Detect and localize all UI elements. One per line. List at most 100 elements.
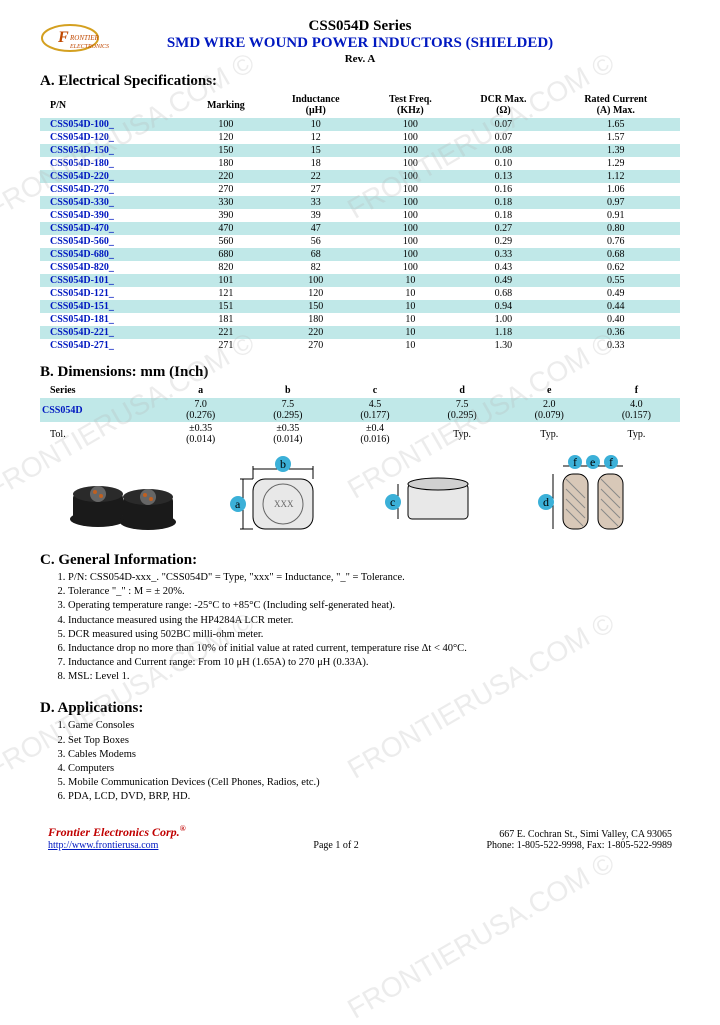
spec-cell: 100 — [365, 222, 455, 235]
spec-col-header: P/N — [40, 92, 186, 118]
section-a-title: A. Electrical Specifications: — [40, 73, 680, 90]
spec-row: CSS054D-220_220221000.131.12 — [40, 170, 680, 183]
svg-text:ELECTRONICS: ELECTRONICS — [69, 44, 109, 50]
spec-cell: 150 — [186, 144, 266, 157]
spec-row: CSS054D-270_270271000.161.06 — [40, 183, 680, 196]
spec-cell: 270 — [266, 339, 365, 352]
spec-cell: 100 — [365, 196, 455, 209]
spec-cell: CSS054D-121_ — [40, 287, 186, 300]
spec-cell: 0.33 — [455, 248, 551, 261]
dim-cell: 7.5(0.295) — [244, 398, 331, 422]
section-b-title: B. Dimensions: mm (Inch) — [40, 364, 680, 381]
spec-col-header: Test Freq.(KHz) — [365, 92, 455, 118]
spec-cell: 470 — [186, 222, 266, 235]
application-item: Computers — [68, 762, 680, 776]
company-logo: F RONTIER ELECTRONICS — [40, 18, 150, 63]
spec-row: CSS054D-390_390391000.180.91 — [40, 209, 680, 222]
spec-row: CSS054D-121_121120100.680.49 — [40, 287, 680, 300]
spec-cell: 1.65 — [552, 118, 680, 131]
spec-row: CSS054D-101_101100100.490.55 — [40, 274, 680, 287]
info-item: Inductance drop no more than 10% of init… — [68, 642, 680, 656]
spec-cell: 100 — [365, 235, 455, 248]
spec-cell: 27 — [266, 183, 365, 196]
spec-cell: 330 — [186, 196, 266, 209]
spec-cell: CSS054D-100_ — [40, 118, 186, 131]
application-item: Game Consoles — [68, 719, 680, 733]
spec-col-header: DCR Max.(Ω) — [455, 92, 551, 118]
spec-cell: 10 — [365, 339, 455, 352]
spec-cell: 0.13 — [455, 170, 551, 183]
section-d-title: D. Applications: — [40, 700, 680, 717]
spec-row: CSS054D-680_680681000.330.68 — [40, 248, 680, 261]
spec-cell: 0.91 — [552, 209, 680, 222]
spec-cell: 100 — [365, 261, 455, 274]
spec-row: CSS054D-120_120121000.071.57 — [40, 131, 680, 144]
spec-cell: 0.49 — [552, 287, 680, 300]
spec-cell: 0.33 — [552, 339, 680, 352]
spec-cell: 1.39 — [552, 144, 680, 157]
spec-cell: 150 — [266, 300, 365, 313]
dim-series-cell: CSS054D — [40, 398, 157, 422]
dim-tol-row: Tol.±0.35(0.014)±0.35(0.014)±0.4(0.016)T… — [40, 422, 680, 446]
dim-tol-cell: ±0.4(0.016) — [331, 422, 418, 446]
info-item: Inductance and Current range: From 10 μH… — [68, 656, 680, 670]
spec-cell: CSS054D-390_ — [40, 209, 186, 222]
spec-row: CSS054D-221_221220101.180.36 — [40, 326, 680, 339]
svg-text:RONTIER: RONTIER — [69, 34, 100, 42]
svg-text:c: c — [390, 495, 395, 509]
spec-cell: 10 — [365, 313, 455, 326]
spec-cell: 100 — [365, 118, 455, 131]
electrical-spec-table: P/NMarkingInductance(μH)Test Freq.(KHz)D… — [40, 92, 680, 352]
footer-phone: Phone: 1-805-522-9998, Fax: 1-805-522-99… — [486, 840, 672, 851]
side-view-diagram: c — [383, 454, 483, 544]
spec-col-header: Marking — [186, 92, 266, 118]
spec-cell: 0.44 — [552, 300, 680, 313]
spec-cell: 0.27 — [455, 222, 551, 235]
info-item: Operating temperature range: -25°C to +8… — [68, 599, 680, 613]
top-view-diagram: XXX b a — [228, 454, 338, 544]
spec-cell: 680 — [186, 248, 266, 261]
spec-cell: 10 — [365, 300, 455, 313]
spec-cell: 100 — [266, 274, 365, 287]
spec-cell: CSS054D-221_ — [40, 326, 186, 339]
spec-cell: CSS054D-470_ — [40, 222, 186, 235]
spec-cell: 33 — [266, 196, 365, 209]
spec-cell: 68 — [266, 248, 365, 261]
dim-cell: 7.0(0.276) — [157, 398, 244, 422]
general-info-list: P/N: CSS054D-xxx_. "CSS054D" = Type, "xx… — [68, 571, 680, 684]
spec-col-header: Rated Current(A) Max. — [552, 92, 680, 118]
spec-cell: 0.80 — [552, 222, 680, 235]
spec-cell: 271 — [186, 339, 266, 352]
spec-cell: 10 — [365, 287, 455, 300]
spec-cell: CSS054D-560_ — [40, 235, 186, 248]
spec-row: CSS054D-151_151150100.940.44 — [40, 300, 680, 313]
spec-cell: 1.06 — [552, 183, 680, 196]
dimension-diagram: XXX b a c — [40, 454, 680, 544]
dim-col-header: Series — [40, 383, 157, 398]
info-item: Inductance measured using the HP4284A LC… — [68, 614, 680, 628]
applications-list: Game ConsolesSet Top BoxesCables ModemsC… — [68, 719, 680, 804]
dim-col-header: f — [593, 383, 680, 398]
footer-page-number: Page 1 of 2 — [313, 840, 358, 851]
svg-text:f: f — [609, 455, 613, 469]
svg-text:XXX: XXX — [274, 499, 294, 509]
dim-cell: 2.0(0.079) — [506, 398, 593, 422]
spec-cell: 10 — [365, 326, 455, 339]
dim-tol-cell: Typ. — [593, 422, 680, 446]
spec-row: CSS054D-181_181180101.000.40 — [40, 313, 680, 326]
spec-cell: 0.94 — [455, 300, 551, 313]
spec-cell: 390 — [186, 209, 266, 222]
dim-col-header: a — [157, 383, 244, 398]
spec-cell: 0.07 — [455, 118, 551, 131]
spec-cell: 220 — [186, 170, 266, 183]
dim-col-header: b — [244, 383, 331, 398]
spec-cell: CSS054D-120_ — [40, 131, 186, 144]
dim-col-header: d — [419, 383, 506, 398]
spec-cell: CSS054D-181_ — [40, 313, 186, 326]
spec-cell: 0.08 — [455, 144, 551, 157]
spec-cell: 120 — [266, 287, 365, 300]
footer-url[interactable]: http://www.frontierusa.com — [48, 840, 158, 851]
dim-tol-cell: Typ. — [506, 422, 593, 446]
spec-row: CSS054D-180_180181000.101.29 — [40, 157, 680, 170]
svg-text:f: f — [573, 455, 577, 469]
